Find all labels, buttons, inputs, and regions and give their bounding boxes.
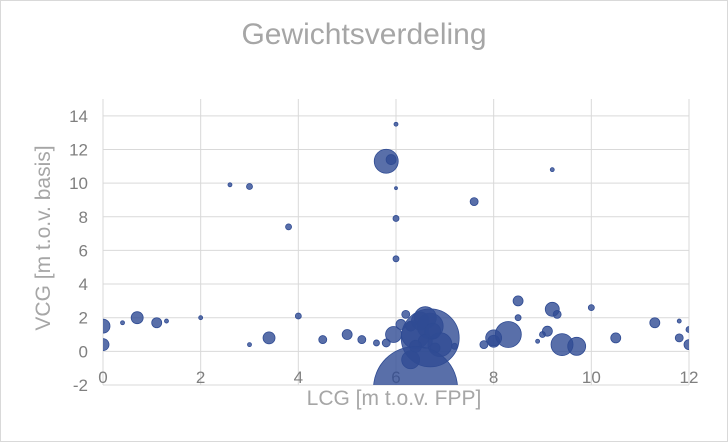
data-point [103, 318, 111, 334]
y-tick-label: 2 [79, 309, 88, 328]
data-point [262, 331, 276, 345]
data-point [401, 309, 411, 319]
data-point [451, 342, 459, 350]
data-point [120, 320, 125, 326]
x-tick-label: 8 [489, 368, 498, 387]
data-point [198, 315, 204, 321]
x-tick-label: 4 [294, 368, 303, 387]
x-tick-label: 2 [196, 368, 205, 387]
x-tick-label: 12 [680, 368, 699, 387]
data-point [535, 338, 541, 344]
data-point [285, 223, 292, 231]
x-tick-label: 10 [582, 368, 601, 387]
x-axis-title: LCG [m t.o.v. FPP] [306, 387, 482, 410]
y-tick-label: -2 [73, 376, 88, 395]
y-tick-label: 12 [69, 140, 88, 159]
data-point [394, 186, 398, 191]
data-point [494, 321, 522, 348]
data-point [103, 338, 110, 352]
y-tick-label: 0 [79, 342, 88, 361]
data-points [103, 121, 689, 385]
y-tick-label: 4 [79, 275, 88, 294]
data-point [514, 314, 522, 322]
data-point [676, 318, 682, 324]
data-point [393, 121, 399, 127]
data-point [685, 326, 689, 333]
data-point [587, 304, 595, 312]
y-tick-label: 10 [69, 174, 88, 193]
data-point [357, 335, 367, 344]
x-tick-label: 0 [98, 368, 107, 387]
data-point [541, 325, 553, 337]
data-point [164, 318, 169, 324]
data-point [392, 215, 400, 222]
data-point [479, 340, 489, 350]
y-tick-label: 14 [69, 107, 88, 126]
data-point [130, 311, 144, 325]
data-point [674, 333, 684, 343]
y-tick-label: 8 [79, 208, 88, 227]
data-point [549, 167, 555, 173]
data-point [151, 317, 163, 329]
data-point [341, 329, 353, 340]
y-tick-label: 6 [79, 241, 88, 260]
data-point [683, 339, 689, 351]
data-point [227, 182, 233, 188]
data-point [512, 295, 524, 307]
data-point [373, 345, 458, 385]
data-point [247, 342, 252, 348]
data-point [649, 317, 661, 329]
data-point [424, 322, 442, 340]
data-point [373, 339, 380, 347]
chart-title: Gewichtsverdeling [241, 18, 487, 51]
data-point [469, 197, 479, 207]
data-point [552, 309, 562, 319]
data-point [610, 332, 622, 344]
data-point [246, 183, 253, 190]
data-point [567, 336, 587, 356]
data-point [318, 335, 328, 344]
data-point [381, 338, 391, 348]
data-point [385, 154, 397, 165]
data-point [392, 255, 400, 263]
data-point [294, 312, 302, 320]
